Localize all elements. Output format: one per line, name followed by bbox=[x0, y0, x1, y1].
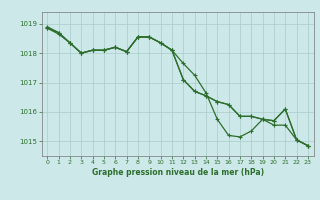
X-axis label: Graphe pression niveau de la mer (hPa): Graphe pression niveau de la mer (hPa) bbox=[92, 168, 264, 177]
